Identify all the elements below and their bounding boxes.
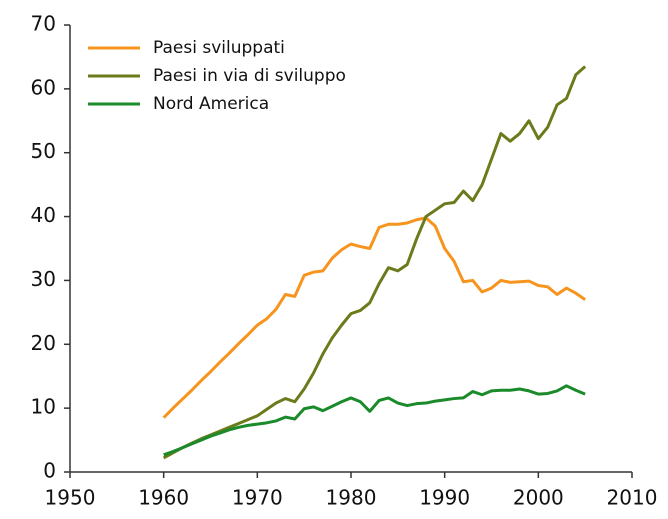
y-tick-label: 20 [31, 331, 56, 355]
x-tick-label: 1960 [138, 486, 189, 510]
legend-label: Paesi in via di sviluppo [153, 66, 346, 86]
line [163, 384, 586, 457]
legend-label: Nord America [153, 94, 269, 114]
x-tick-label: 1950 [45, 486, 96, 510]
line [162, 65, 587, 460]
y-tick-label: 70 [31, 12, 56, 36]
y-tick-label: 10 [31, 395, 56, 419]
x-tick-label: 1980 [326, 486, 377, 510]
x-tick-label: 2010 [607, 486, 658, 510]
x-tick-label: 2000 [513, 486, 564, 510]
y-tick-label: 30 [31, 267, 56, 291]
y-tick-label: 50 [31, 139, 56, 163]
y-tick-label: 40 [31, 203, 56, 227]
x-tick-label: 1990 [419, 486, 470, 510]
y-tick-label: 60 [31, 75, 56, 99]
x-tick-label: 1970 [232, 486, 283, 510]
line [162, 216, 587, 419]
legend-label: Paesi sviluppati [153, 38, 285, 58]
y-tick-label: 0 [43, 459, 56, 483]
